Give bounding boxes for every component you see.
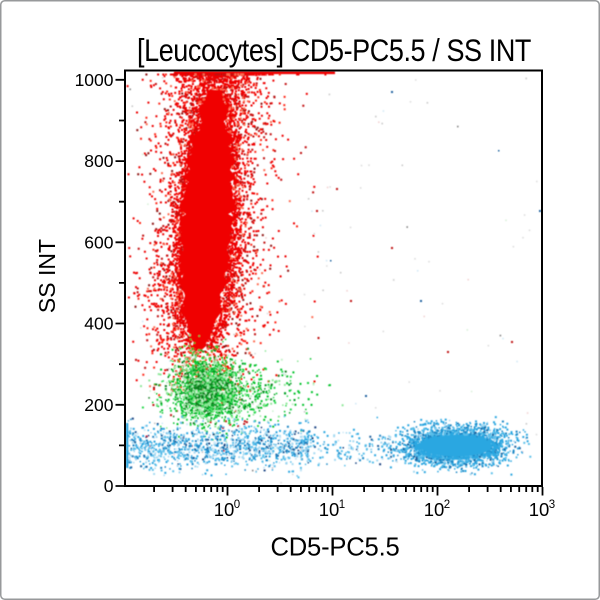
svg-text:1000: 1000: [75, 70, 114, 90]
svg-text:CD5-PC5.5: CD5-PC5.5: [270, 534, 399, 562]
svg-text:2: 2: [444, 499, 450, 511]
svg-text:600: 600: [84, 232, 113, 252]
svg-text:0: 0: [234, 499, 240, 511]
svg-text:1: 1: [339, 499, 345, 511]
svg-text:200: 200: [84, 395, 113, 415]
svg-text:10: 10: [424, 499, 445, 520]
svg-text:0: 0: [104, 476, 114, 496]
svg-text:[Leucocytes] CD5-PC5.5 / SS IN: [Leucocytes] CD5-PC5.5 / SS INT: [137, 34, 532, 68]
svg-text:SS INT: SS INT: [34, 239, 60, 313]
svg-text:10: 10: [529, 499, 550, 520]
svg-text:10: 10: [319, 499, 340, 520]
svg-text:400: 400: [84, 314, 113, 334]
svg-text:3: 3: [549, 499, 555, 511]
svg-text:800: 800: [84, 151, 113, 171]
svg-text:10: 10: [214, 499, 235, 520]
